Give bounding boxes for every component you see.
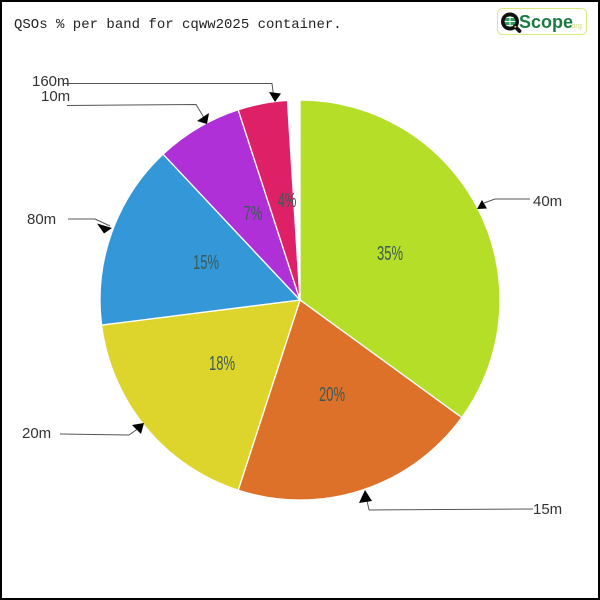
svg-text:15%: 15% xyxy=(193,251,219,274)
svg-text:20m: 20m xyxy=(22,425,51,442)
svg-text:4%: 4% xyxy=(278,189,297,212)
svg-text:7%: 7% xyxy=(244,202,263,225)
svg-text:35%: 35% xyxy=(377,242,403,265)
svg-text:80m: 80m xyxy=(27,211,56,228)
svg-text:15m: 15m xyxy=(533,501,562,518)
svg-text:20%: 20% xyxy=(319,383,345,406)
svg-text:10m: 10m xyxy=(41,88,70,105)
svg-text:18%: 18% xyxy=(209,352,235,375)
svg-text:40m: 40m xyxy=(533,193,562,210)
